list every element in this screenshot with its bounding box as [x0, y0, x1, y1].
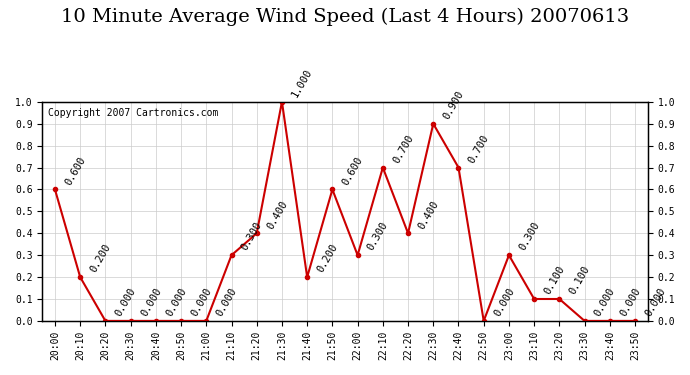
- Text: Copyright 2007 Cartronics.com: Copyright 2007 Cartronics.com: [48, 108, 219, 118]
- Text: 0.000: 0.000: [215, 286, 239, 318]
- Text: 0.900: 0.900: [442, 89, 466, 121]
- Text: 0.000: 0.000: [164, 286, 188, 318]
- Text: 0.000: 0.000: [139, 286, 164, 318]
- Text: 0.000: 0.000: [114, 286, 138, 318]
- Text: 0.700: 0.700: [467, 133, 491, 165]
- Text: 0.300: 0.300: [518, 220, 542, 252]
- Text: 0.000: 0.000: [618, 286, 642, 318]
- Text: 0.100: 0.100: [542, 264, 566, 296]
- Text: 0.200: 0.200: [88, 242, 112, 274]
- Text: 0.000: 0.000: [492, 286, 516, 318]
- Text: 0.000: 0.000: [643, 286, 668, 318]
- Text: 10 Minute Average Wind Speed (Last 4 Hours) 20070613: 10 Minute Average Wind Speed (Last 4 Hou…: [61, 8, 629, 26]
- Text: 0.600: 0.600: [63, 154, 88, 187]
- Text: 0.000: 0.000: [189, 286, 214, 318]
- Text: 1.000: 1.000: [290, 67, 315, 99]
- Text: 0.200: 0.200: [315, 242, 339, 274]
- Text: 0.400: 0.400: [265, 198, 289, 231]
- Text: 0.400: 0.400: [416, 198, 441, 231]
- Text: 0.600: 0.600: [341, 154, 365, 187]
- Text: 0.300: 0.300: [240, 220, 264, 252]
- Text: 0.100: 0.100: [568, 264, 592, 296]
- Text: 0.700: 0.700: [391, 133, 415, 165]
- Text: 0.300: 0.300: [366, 220, 391, 252]
- Text: 0.000: 0.000: [593, 286, 618, 318]
